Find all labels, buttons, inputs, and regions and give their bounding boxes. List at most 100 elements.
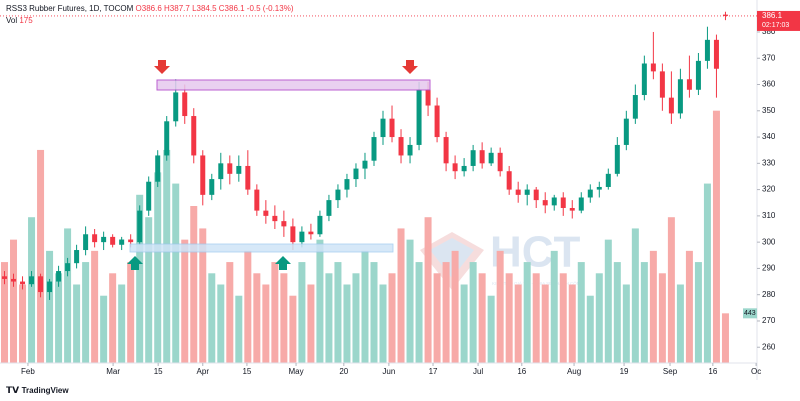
candle-body — [380, 118, 386, 138]
volume-bar — [514, 284, 522, 363]
candle-body — [605, 173, 611, 187]
x-tick-label: Jun — [382, 367, 395, 376]
candle-body — [164, 121, 170, 156]
volume-bar — [127, 262, 135, 363]
y-tick-label: 360 — [762, 80, 776, 89]
volume-bar — [100, 295, 108, 363]
candle-body — [497, 152, 503, 172]
candle-body — [686, 79, 692, 90]
candle-body — [173, 92, 179, 122]
volume-bar — [298, 262, 306, 363]
candle-body — [119, 239, 125, 245]
candle-body — [218, 163, 224, 180]
y-tick-label: 370 — [762, 53, 776, 62]
candle-body — [65, 263, 71, 272]
x-tick-label: 17 — [429, 367, 438, 376]
volume-tag — [743, 308, 757, 319]
last-price-tag — [757, 10, 800, 31]
candle-body — [650, 63, 656, 72]
volume-bar — [343, 284, 351, 363]
candle-body — [722, 14, 728, 16]
y-tick-label: 330 — [762, 158, 776, 167]
volume-bar — [577, 262, 585, 363]
candle-body — [101, 236, 107, 243]
volume-bar — [217, 284, 225, 363]
x-tick-label: 15 — [242, 367, 251, 376]
volume-bar — [469, 262, 477, 363]
volume-bar — [433, 273, 441, 363]
candle-body — [38, 276, 44, 293]
candle-body — [236, 165, 242, 174]
y-tick-label: 290 — [762, 264, 776, 273]
candle-body — [371, 137, 377, 161]
volume-bar — [640, 262, 648, 363]
volume-bar — [73, 284, 81, 363]
volume-bar — [595, 273, 603, 363]
volume-bar — [604, 239, 612, 363]
volume-bar — [208, 273, 216, 363]
volume-bar — [316, 239, 324, 363]
candle-body — [335, 189, 341, 201]
volume-tag-label: 443 — [744, 310, 756, 317]
volume-bar — [82, 262, 90, 363]
branding: 𝗧𝗩 TradingView — [6, 385, 69, 395]
volume-bar — [253, 273, 261, 363]
candle-body — [245, 165, 251, 190]
volume-bar — [262, 284, 270, 363]
volume-bar — [703, 183, 711, 363]
candle-body — [533, 189, 539, 201]
countdown: 02:17:03 — [762, 22, 789, 29]
volume-bar — [532, 273, 540, 363]
volume-bar — [685, 250, 693, 363]
volume-bar — [10, 239, 18, 363]
branding-icon: 𝗧𝗩 — [6, 385, 22, 395]
resistance-zone — [156, 79, 431, 91]
volume-bar — [244, 250, 252, 363]
volume-bar — [289, 295, 297, 363]
candle-body — [317, 215, 323, 235]
candle-body — [416, 89, 422, 145]
candle-body — [353, 168, 359, 180]
watermark-text: HCT — [490, 228, 581, 277]
x-tick-label: Apr — [197, 367, 210, 376]
volume-bar — [550, 250, 558, 363]
candle-body — [524, 189, 530, 195]
volume-bar — [361, 250, 369, 363]
volume-bar — [190, 206, 198, 363]
volume-bar — [55, 273, 63, 363]
candle-body — [569, 207, 575, 211]
candle-body — [587, 189, 593, 198]
candle-body — [92, 234, 98, 243]
volume-bar — [658, 273, 666, 363]
candle-body — [623, 118, 629, 145]
candle-body — [290, 226, 296, 243]
candle-body — [209, 179, 215, 195]
candle-body — [47, 281, 53, 293]
candle-body — [272, 215, 278, 222]
candle-body — [191, 116, 197, 156]
y-tick-label: 280 — [762, 290, 776, 299]
candle-body — [713, 39, 719, 69]
volume-bar — [280, 273, 288, 363]
down-arrow — [154, 60, 170, 74]
volume-bar — [694, 262, 702, 363]
volume-bar — [271, 262, 279, 363]
volume-bar — [19, 284, 27, 363]
candle-body — [515, 189, 521, 195]
candle-body — [443, 137, 449, 164]
y-tick-label: 260 — [762, 342, 776, 351]
volume-bar — [622, 284, 630, 363]
symbol: RSS3 Rubber Futures, 1D, TOCOM — [6, 4, 134, 13]
volume-bar — [154, 172, 162, 363]
volume-value: 175 — [19, 16, 33, 25]
candle-body — [83, 234, 89, 251]
x-tick-label: 15 — [154, 367, 163, 376]
support-zone — [129, 243, 394, 253]
volume-bar — [631, 228, 639, 363]
volume-bar — [37, 149, 45, 363]
volume-bar — [712, 110, 720, 363]
volume-bar — [721, 313, 729, 363]
ohlc-high: H387.7 — [164, 4, 190, 13]
candle-body — [479, 150, 485, 164]
volume-bar — [64, 228, 72, 363]
